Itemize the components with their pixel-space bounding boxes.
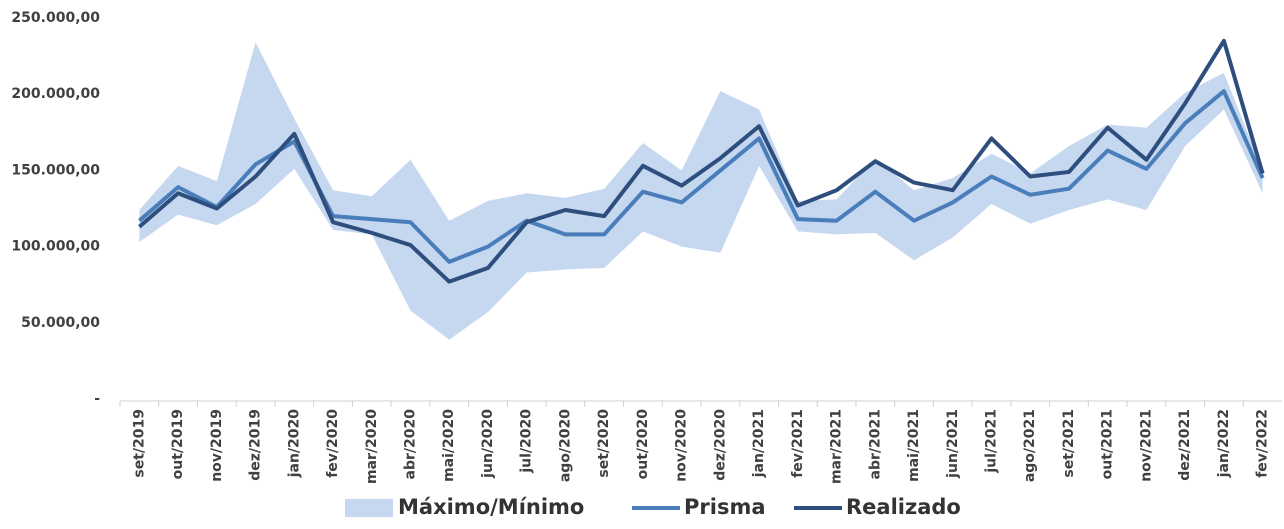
y-tick-label: 250.000,00 — [11, 10, 100, 26]
x-tick-label: jul/2021 — [984, 409, 1000, 474]
x-tick-label: fev/2020 — [325, 409, 341, 478]
legend-label: Realizado — [846, 495, 961, 519]
x-tick-label: out/2021 — [1100, 409, 1116, 479]
x-tick-label: set/2021 — [1061, 409, 1077, 478]
legend-label: Máximo/Mínimo — [398, 495, 584, 519]
x-tick-label: jun/2021 — [945, 409, 961, 479]
x-tick-label: mar/2021 — [829, 409, 845, 484]
legend-label: Prisma — [684, 495, 766, 519]
y-tick-label: 200.000,00 — [11, 86, 100, 102]
x-tick-label: dez/2020 — [712, 409, 728, 481]
y-tick-label: 100.000,00 — [11, 239, 100, 255]
x-tick-label: nov/2019 — [209, 409, 225, 482]
series-line — [138, 38, 1265, 284]
x-tick-label: jun/2020 — [480, 409, 496, 479]
x-tick-label: ago/2020 — [557, 409, 573, 482]
x-tick-label: jan/2020 — [286, 409, 302, 479]
x-tick-label: dez/2019 — [248, 409, 264, 481]
x-tick-label: out/2019 — [170, 409, 186, 479]
x-tick-label: set/2020 — [596, 409, 612, 478]
x-tick-label: abr/2020 — [403, 409, 419, 480]
x-tick-label: fev/2021 — [790, 409, 806, 478]
x-tick-label: set/2019 — [131, 409, 147, 478]
legend-swatch — [345, 499, 393, 517]
x-tick-label: jan/2022 — [1216, 409, 1232, 478]
range-band — [139, 42, 1263, 340]
y-tick-label: 50.000,00 — [21, 315, 100, 331]
x-tick-label: nov/2020 — [674, 409, 690, 482]
x-tick-label: ago/2021 — [1022, 409, 1038, 482]
x-tick-label: dez/2021 — [1177, 409, 1193, 481]
x-tick-label: mai/2020 — [441, 409, 457, 482]
x-tick-label: nov/2021 — [1138, 409, 1154, 482]
x-tick-label: mai/2021 — [906, 409, 922, 482]
x-tick-label: jul/2020 — [519, 409, 535, 474]
x-tick-label: jan/2021 — [751, 409, 767, 478]
x-tick-label: mar/2020 — [364, 409, 380, 484]
x-tick-label: out/2020 — [635, 409, 651, 480]
x-tick-label: abr/2021 — [867, 409, 883, 479]
y-tick-label: - — [94, 391, 100, 407]
x-tick-label: fev/2022 — [1255, 409, 1271, 478]
y-tick-label: 150.000,00 — [11, 162, 100, 178]
